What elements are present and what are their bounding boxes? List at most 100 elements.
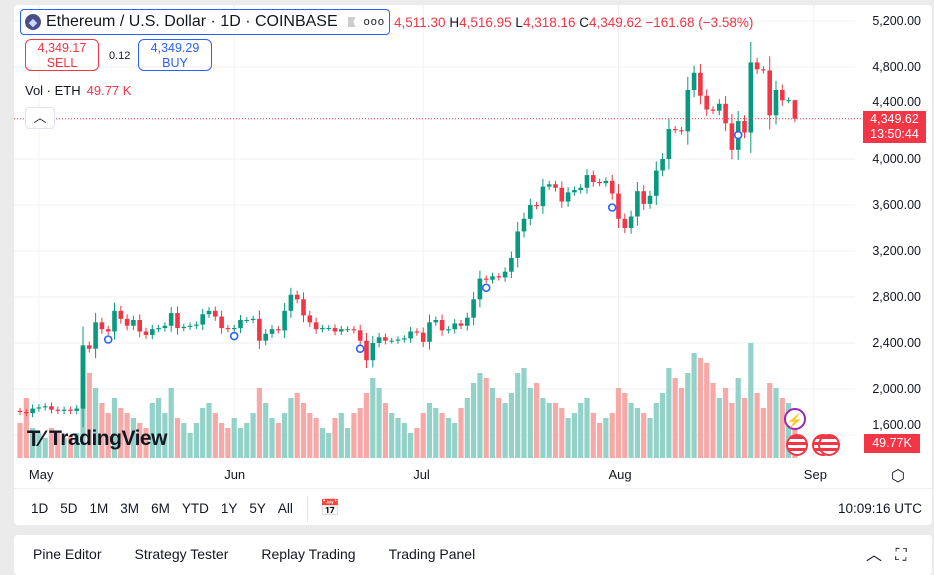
range-1y[interactable]: 1Y: [220, 501, 238, 516]
go-to-date-icon[interactable]: 📅: [320, 500, 340, 517]
chart-header: ◆ Ethereum / U.S. Dollar · 1D · COINBASE…: [20, 9, 753, 35]
volume-bar: [464, 398, 470, 458]
volume-bar: [282, 413, 288, 458]
volume-value: 49.77 K: [86, 83, 132, 98]
range-1m[interactable]: 1M: [89, 501, 109, 516]
axis-settings-icon[interactable]: ⬡: [891, 468, 905, 485]
volume-bar: [433, 408, 439, 458]
candle-body: [87, 345, 92, 349]
maximize-icon[interactable]: ⛶: [895, 547, 907, 564]
range-ytd[interactable]: YTD: [181, 501, 209, 516]
volume-bar: [515, 373, 521, 458]
candle-body: [175, 313, 180, 329]
candle-body: [357, 330, 363, 341]
candle-body: [521, 218, 527, 232]
volume-bar: [256, 388, 262, 458]
volume-bar: [124, 413, 130, 458]
candle-body: [729, 123, 735, 150]
tradingview-logo-icon: T⁄: [27, 426, 44, 451]
volume-bar: [269, 418, 275, 458]
candle-body: [754, 62, 760, 70]
tab-strategy-tester[interactable]: Strategy Tester: [134, 546, 229, 562]
close-label: C: [579, 14, 590, 30]
candle-body: [276, 329, 281, 331]
candle-body: [74, 408, 79, 411]
candle-body: [509, 257, 514, 272]
volume-tag: 49.77K: [864, 434, 920, 453]
volume-bar: [452, 423, 458, 458]
candle-body: [452, 323, 457, 330]
us-economic-event-icon[interactable]: [786, 434, 808, 456]
sell-button[interactable]: 4,349.17 SELL: [25, 39, 99, 71]
candle-body: [742, 121, 747, 133]
volume-bar: [477, 373, 483, 458]
range-5d[interactable]: 5D: [60, 501, 78, 516]
tab-replay-trading[interactable]: Replay Trading: [261, 546, 356, 562]
low-value: 4,318.16: [522, 14, 576, 30]
candle-body: [294, 294, 300, 300]
volume-bar: [319, 428, 325, 458]
candle-body: [414, 331, 420, 333]
candle-body: [635, 191, 640, 217]
volume-bar: [445, 418, 451, 458]
candle-body: [345, 329, 350, 331]
low-label: L: [515, 14, 523, 30]
candle-body: [231, 328, 237, 330]
candle-body: [389, 340, 394, 342]
range-6m[interactable]: 6M: [151, 501, 170, 516]
candle-body: [647, 195, 653, 204]
candle-body: [792, 100, 798, 119]
buy-button[interactable]: 4,349.29 BUY: [138, 39, 212, 71]
candle-body: [17, 410, 23, 412]
us-economic-event-icon[interactable]: [818, 434, 840, 456]
volume-bar: [61, 438, 67, 458]
volume-bar: [174, 418, 181, 458]
candle-body: [263, 333, 268, 341]
price-axis-label: 1,600.00: [872, 418, 921, 432]
symbol-selector[interactable]: ◆ Ethereum / U.S. Dollar · 1D · COINBASE…: [20, 9, 391, 35]
candle-body: [408, 331, 413, 339]
volume-bar: [105, 413, 111, 458]
volume-bar: [395, 418, 401, 458]
close-value: 4,349.62: [589, 14, 642, 30]
candle-body: [534, 205, 539, 207]
ai-insights-icon[interactable]: ⚡: [784, 408, 806, 430]
range-3m[interactable]: 3M: [120, 501, 140, 516]
volume-bar: [578, 403, 584, 458]
range-selector: 1D 5D 1M 3M 6M YTD 1Y 5Y All: [31, 501, 305, 516]
candle-body: [99, 322, 105, 330]
interval-exchange: · 1D · COINBASE: [210, 13, 338, 30]
volume-bar: [792, 408, 798, 458]
volume-bar: [219, 423, 225, 458]
candle-body: [288, 294, 294, 311]
clock[interactable]: 10:09:16 UTC: [837, 501, 922, 516]
candle-body: [93, 322, 98, 349]
more-icon[interactable]: ooo: [363, 16, 386, 28]
price-axis-label: 2,400.00: [872, 336, 921, 350]
volume-bar: [17, 423, 23, 458]
candle-body: [780, 90, 785, 101]
chevron-up-icon[interactable]: ︿: [866, 547, 883, 564]
price-chart[interactable]: 5,200.00 4,800.00 4,400.00 4,000.00 3,600.00…: [0, 0, 934, 460]
candle-body: [628, 216, 634, 228]
candle-body: [257, 318, 262, 341]
candle-body: [105, 329, 111, 332]
volume-bar: [389, 413, 395, 458]
volume-bar: [42, 438, 48, 458]
range-all[interactable]: All: [277, 501, 293, 516]
volume-bar: [527, 388, 533, 458]
collapse-legend-button[interactable]: ︿: [25, 107, 55, 129]
tradingview-logo[interactable]: T⁄ TradingView: [27, 426, 167, 452]
range-5y[interactable]: 5Y: [249, 501, 266, 516]
candle-body: [420, 332, 426, 342]
flag-icon[interactable]: [347, 17, 356, 27]
candle-body: [439, 320, 445, 331]
volume-bar: [741, 398, 748, 458]
candle-body: [446, 329, 451, 331]
candle-body: [301, 299, 306, 316]
volume-legend[interactable]: Vol · ETH 49.77 K: [25, 83, 131, 98]
range-1d[interactable]: 1D: [31, 501, 49, 516]
tab-pine-editor[interactable]: Pine Editor: [33, 546, 102, 562]
tab-trading-panel[interactable]: Trading Panel: [388, 546, 476, 562]
volume-bar: [137, 423, 143, 458]
